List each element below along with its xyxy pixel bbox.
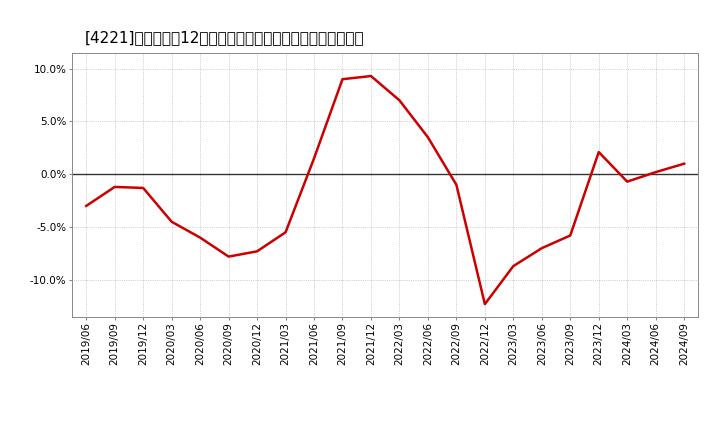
Text: [4221]　売上高の12か月移動合計の対前年同期増減率の推移: [4221] 売上高の12か月移動合計の対前年同期増減率の推移 [84, 29, 364, 45]
